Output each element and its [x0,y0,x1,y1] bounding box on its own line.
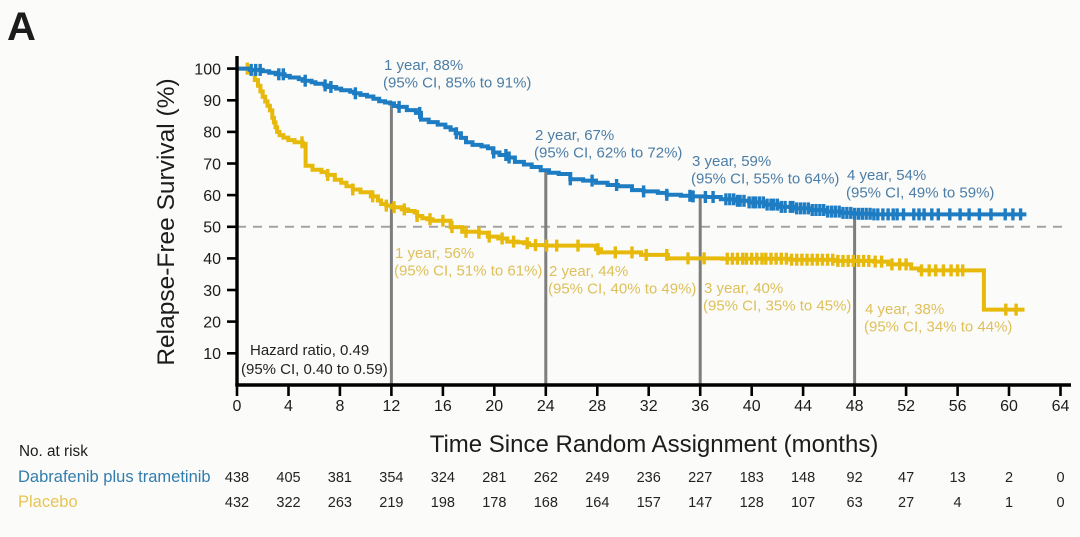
svg-text:381: 381 [328,470,352,486]
svg-text:4 year, 54%: 4 year, 54% [847,167,926,184]
svg-text:164: 164 [585,495,609,511]
svg-text:128: 128 [740,495,764,511]
svg-text:36: 36 [691,398,709,415]
svg-text:405: 405 [276,470,300,486]
svg-text:107: 107 [791,495,815,511]
svg-text:20: 20 [203,314,221,331]
svg-text:30: 30 [203,283,221,300]
svg-text:20: 20 [485,398,503,415]
svg-text:44: 44 [794,398,812,415]
svg-text:Time Since Random Assignment (: Time Since Random Assignment (months) [430,431,879,458]
svg-text:32: 32 [640,398,658,415]
svg-text:52: 52 [897,398,915,415]
svg-text:198: 198 [431,495,455,511]
svg-text:0: 0 [1056,470,1064,486]
svg-text:90: 90 [203,93,221,110]
svg-text:Hazard ratio, 0.49: Hazard ratio, 0.49 [250,342,369,359]
svg-text:Dabrafenib plus trametinib: Dabrafenib plus trametinib [18,468,211,486]
svg-text:322: 322 [276,495,300,511]
svg-text:60: 60 [1000,398,1018,415]
svg-text:4: 4 [954,495,962,511]
svg-text:1 year, 88%: 1 year, 88% [384,57,463,74]
svg-text:4 year, 38%: 4 year, 38% [865,301,944,318]
svg-text:263: 263 [328,495,352,511]
svg-text:148: 148 [791,470,815,486]
svg-text:438: 438 [225,470,249,486]
svg-text:70: 70 [203,156,221,173]
svg-text:13: 13 [950,470,966,486]
svg-text:2: 2 [1005,470,1013,486]
svg-text:(95% CI, 35% to 45%): (95% CI, 35% to 45%) [703,298,851,315]
svg-text:27: 27 [898,495,914,511]
svg-text:(95% CI, 85% to 91%): (95% CI, 85% to 91%) [383,75,531,92]
svg-text:12: 12 [383,398,401,415]
svg-text:168: 168 [534,495,558,511]
svg-text:1 year, 56%: 1 year, 56% [395,245,474,262]
svg-text:2 year, 44%: 2 year, 44% [549,263,628,280]
svg-text:281: 281 [482,470,506,486]
svg-text:1: 1 [1005,495,1013,511]
svg-text:4: 4 [284,398,293,415]
svg-text:(95% CI, 51% to 61%): (95% CI, 51% to 61%) [394,263,542,280]
svg-text:236: 236 [637,470,661,486]
svg-text:324: 324 [431,470,455,486]
svg-text:40: 40 [743,398,761,415]
svg-text:(95% CI, 0.40 to 0.59): (95% CI, 0.40 to 0.59) [241,361,388,378]
svg-text:(95% CI, 55% to 64%): (95% CI, 55% to 64%) [691,171,839,188]
svg-text:3 year, 40%: 3 year, 40% [704,280,783,297]
svg-text:262: 262 [534,470,558,486]
svg-text:3 year, 59%: 3 year, 59% [692,153,771,170]
svg-text:178: 178 [482,495,506,511]
svg-text:60: 60 [203,188,221,205]
svg-text:92: 92 [847,470,863,486]
svg-text:0: 0 [1056,495,1064,511]
svg-text:2 year, 67%: 2 year, 67% [535,127,614,144]
svg-text:(95% CI, 62% to 72%): (95% CI, 62% to 72%) [534,145,682,162]
svg-text:28: 28 [588,398,606,415]
svg-text:50: 50 [203,220,221,237]
svg-text:100: 100 [194,61,221,78]
svg-text:0: 0 [233,398,242,415]
svg-text:80: 80 [203,125,221,142]
svg-text:249: 249 [585,470,609,486]
svg-text:47: 47 [898,470,914,486]
svg-text:147: 147 [688,495,712,511]
svg-text:(95% CI, 49% to 59%): (95% CI, 49% to 59%) [846,185,994,202]
svg-text:63: 63 [847,495,863,511]
svg-text:227: 227 [688,470,712,486]
svg-text:16: 16 [434,398,452,415]
svg-text:A: A [7,5,36,49]
svg-text:24: 24 [537,398,555,415]
svg-text:354: 354 [379,470,403,486]
svg-text:64: 64 [1052,398,1070,415]
svg-text:Relapse-Free Survival (%): Relapse-Free Survival (%) [153,78,180,365]
svg-text:40: 40 [203,251,221,268]
svg-text:Placebo: Placebo [18,493,78,511]
svg-text:No. at risk: No. at risk [19,443,88,460]
svg-text:157: 157 [637,495,661,511]
svg-text:10: 10 [203,346,221,363]
svg-text:183: 183 [740,470,764,486]
svg-text:8: 8 [335,398,344,415]
svg-text:(95% CI, 34% to 44%): (95% CI, 34% to 44%) [864,319,1012,336]
svg-text:432: 432 [225,495,249,511]
svg-text:48: 48 [846,398,864,415]
svg-text:56: 56 [949,398,967,415]
svg-text:219: 219 [379,495,403,511]
svg-text:(95% CI, 40% to 49%): (95% CI, 40% to 49%) [548,281,696,298]
